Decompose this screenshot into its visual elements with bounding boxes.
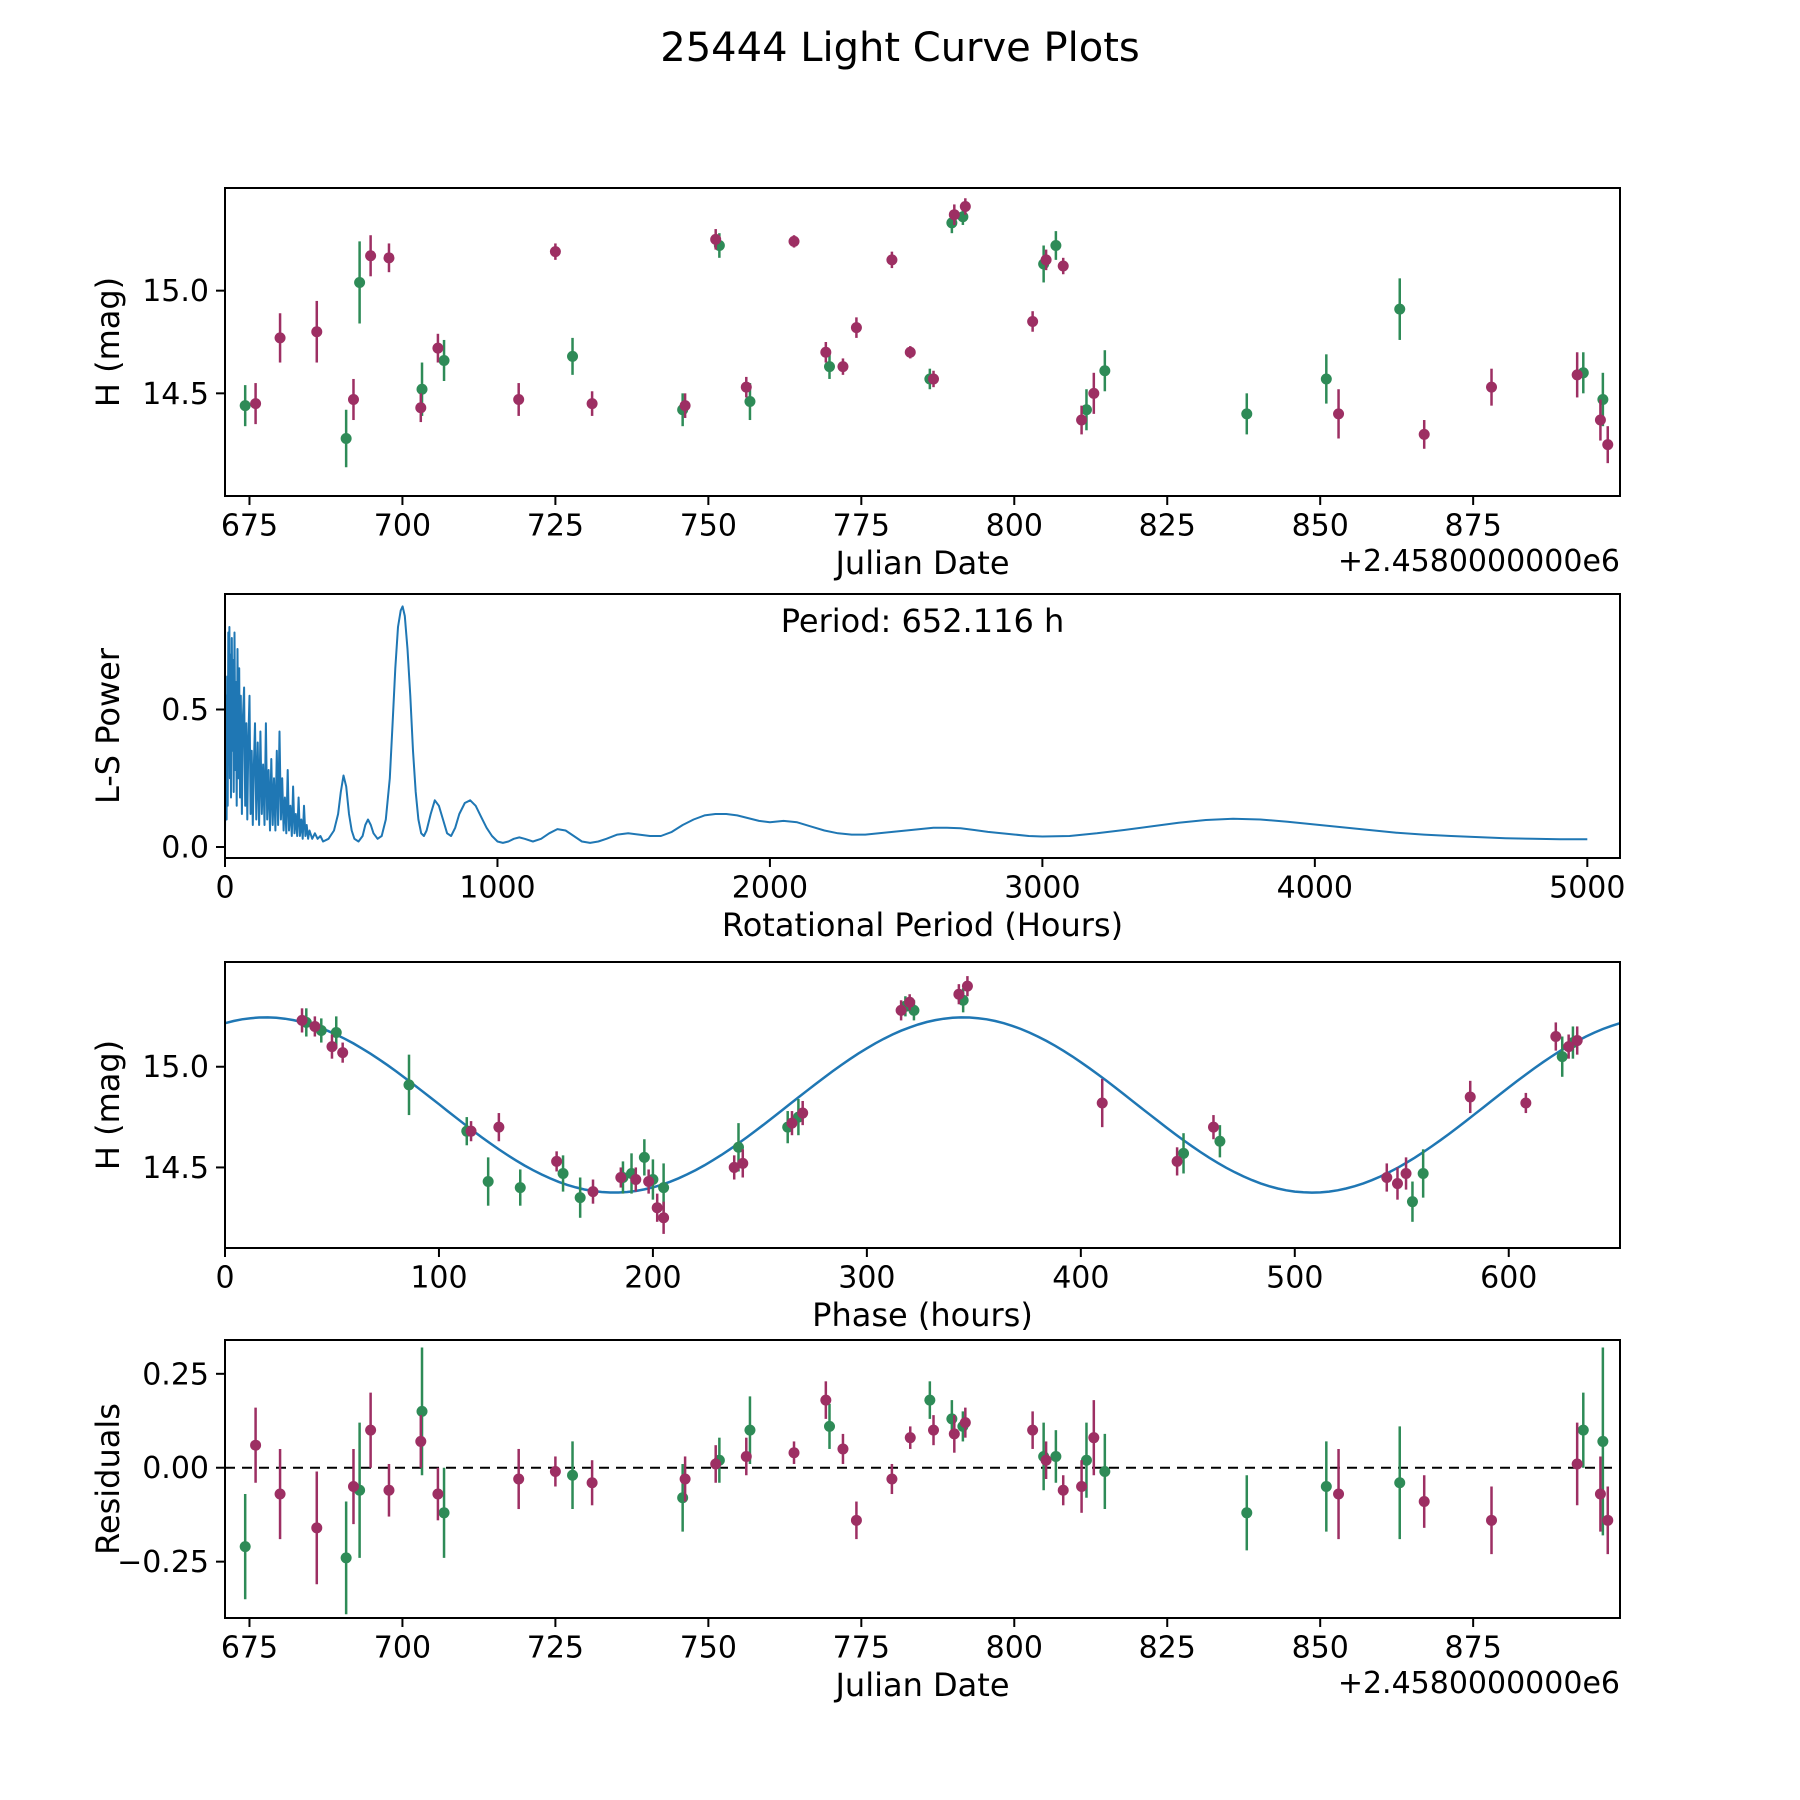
panel1-x-axis-label: Julian Date xyxy=(835,544,1010,582)
svg-text:850: 850 xyxy=(1292,509,1349,544)
svg-text:4000: 4000 xyxy=(1277,871,1353,906)
svg-text:850: 850 xyxy=(1292,1631,1349,1666)
svg-text:800: 800 xyxy=(986,1631,1043,1666)
svg-text:750: 750 xyxy=(680,1631,737,1666)
svg-text:875: 875 xyxy=(1445,509,1502,544)
svg-text:725: 725 xyxy=(527,509,584,544)
svg-text:500: 500 xyxy=(1266,1261,1323,1296)
svg-text:3000: 3000 xyxy=(1004,871,1080,906)
svg-text:700: 700 xyxy=(374,509,431,544)
svg-text:825: 825 xyxy=(1139,509,1196,544)
panel1-x-offset-text: +2.4580000000e6 xyxy=(1337,544,1620,579)
svg-text:0: 0 xyxy=(215,1261,234,1296)
svg-text:800: 800 xyxy=(986,509,1043,544)
panel1-y-axis-label: H (mag) xyxy=(89,276,127,408)
svg-text:0.0: 0.0 xyxy=(161,831,209,866)
panel3-y-axis-label: H (mag) xyxy=(89,1039,127,1171)
svg-text:14.5: 14.5 xyxy=(142,377,209,412)
svg-text:100: 100 xyxy=(410,1261,467,1296)
svg-text:775: 775 xyxy=(833,509,890,544)
panel2-y-axis-label: L-S Power xyxy=(89,647,127,805)
svg-text:300: 300 xyxy=(838,1261,895,1296)
svg-text:5000: 5000 xyxy=(1549,871,1625,906)
svg-text:775: 775 xyxy=(833,1631,890,1666)
svg-text:675: 675 xyxy=(221,509,278,544)
svg-text:15.0: 15.0 xyxy=(142,274,209,309)
svg-text:675: 675 xyxy=(221,1631,278,1666)
svg-text:0.25: 0.25 xyxy=(142,1357,209,1392)
panel4-y-axis-label: Residuals xyxy=(89,1403,127,1555)
panel4-x-axis-label: Julian Date xyxy=(835,1666,1010,1704)
svg-text:600: 600 xyxy=(1480,1261,1537,1296)
svg-text:200: 200 xyxy=(624,1261,681,1296)
svg-text:400: 400 xyxy=(1052,1261,1109,1296)
svg-text:825: 825 xyxy=(1139,1631,1196,1666)
svg-text:0.5: 0.5 xyxy=(161,693,209,728)
svg-text:0.00: 0.00 xyxy=(142,1451,209,1486)
svg-text:725: 725 xyxy=(527,1631,584,1666)
svg-text:700: 700 xyxy=(374,1631,431,1666)
svg-text:875: 875 xyxy=(1445,1631,1502,1666)
period-annotation: Period: 652.116 h xyxy=(780,602,1065,640)
panel3-x-axis-label: Phase (hours) xyxy=(812,1296,1033,1334)
svg-text:750: 750 xyxy=(680,509,737,544)
panel4-x-offset-text: +2.4580000000e6 xyxy=(1337,1666,1620,1701)
svg-text:0: 0 xyxy=(215,871,234,906)
svg-text:1000: 1000 xyxy=(459,871,535,906)
svg-text:14.5: 14.5 xyxy=(142,1151,209,1186)
svg-text:2000: 2000 xyxy=(732,871,808,906)
svg-text:−0.25: −0.25 xyxy=(117,1545,209,1580)
svg-text:15.0: 15.0 xyxy=(142,1050,209,1085)
panel2-x-axis-label: Rotational Period (Hours) xyxy=(721,906,1124,944)
figure-title: 25444 Light Curve Plots xyxy=(660,25,1140,71)
